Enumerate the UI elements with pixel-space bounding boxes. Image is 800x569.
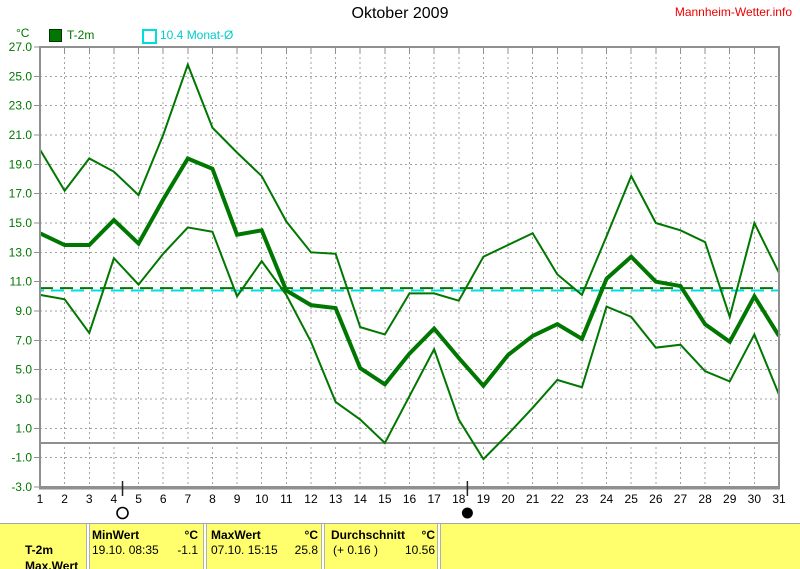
page-title: Oktober 2009 [351, 5, 449, 22]
table-separator [321, 524, 325, 569]
svg-text:6: 6 [160, 492, 167, 506]
tmax-line [39, 61, 780, 336]
next-row-label-clipped: Max.Wert [25, 559, 79, 569]
svg-text:9.0: 9.0 [15, 304, 32, 318]
tavg-line [39, 155, 781, 389]
svg-text:28: 28 [698, 492, 712, 506]
svg-text:30: 30 [748, 492, 762, 506]
svg-text:10: 10 [255, 492, 269, 506]
svg-text:-1.0: -1.0 [11, 451, 32, 465]
axis-ticks [34, 46, 780, 488]
table-separator [86, 524, 90, 569]
durchschnitt-deviation: (+ 0.16 ) [333, 543, 379, 557]
y-axis-labels: 27.0 25.0 23.0 21.0 19.0 17.0 15.0 13.0 11.0 9.0 7… [9, 40, 33, 494]
svg-text:16: 16 [403, 492, 417, 506]
svg-text:20: 20 [501, 492, 515, 506]
svg-text:21.0: 21.0 [9, 128, 33, 142]
temperature-line-chart: 27.025.023.021.019.017.015.013.011.09.07… [9, 40, 786, 520]
durchschnitt-value: 10.56 [404, 543, 435, 557]
y-axis-unit-label: °C [16, 26, 30, 40]
minwert-datetime: 19.10. 08:35 [92, 543, 159, 557]
svg-text:11.0: 11.0 [10, 275, 33, 289]
svg-text:15: 15 [378, 492, 392, 506]
t2m-legend-swatch-icon [49, 29, 62, 42]
svg-text:3: 3 [86, 492, 93, 506]
svg-text:23.0: 23.0 [9, 99, 33, 113]
maxwert-value: 25.8 [294, 543, 318, 557]
svg-text:5.0: 5.0 [15, 363, 32, 377]
svg-text:8: 8 [209, 492, 216, 506]
svg-text:25.0: 25.0 [9, 69, 33, 83]
svg-text:17.0: 17.0 [9, 187, 33, 201]
durchschnitt-unit: °C [421, 528, 435, 542]
svg-text:1: 1 [37, 492, 44, 506]
svg-text:31: 31 [772, 492, 786, 506]
new-moon-icon [461, 507, 473, 519]
monthly-average-legend-swatch-icon [142, 29, 157, 44]
maxwert-datetime: 07.10. 15:15 [211, 543, 278, 557]
svg-text:27.0: 27.0 [9, 40, 33, 54]
svg-text:23: 23 [575, 492, 589, 506]
svg-text:27: 27 [674, 492, 688, 506]
new-moon-marker [461, 481, 473, 519]
minwert-value: -1.1 [177, 543, 198, 557]
svg-text:12: 12 [304, 492, 318, 506]
svg-text:14: 14 [354, 492, 368, 506]
svg-text:26: 26 [649, 492, 663, 506]
svg-text:17: 17 [427, 492, 441, 506]
svg-text:4: 4 [111, 492, 118, 506]
svg-text:3.0: 3.0 [15, 392, 32, 406]
minwert-unit: °C [184, 528, 198, 542]
svg-text:15.0: 15.0 [9, 216, 33, 230]
gridlines [40, 47, 779, 487]
svg-text:25: 25 [625, 492, 639, 506]
svg-text:24: 24 [600, 492, 614, 506]
x-axis-labels: 1 2 3 4 5 6 7 8 9 10 11 12 13 14 15 16 17 18 19 20 21 22 23 24 2… [37, 492, 786, 506]
maxwert-unit: °C [304, 528, 318, 542]
svg-text:5: 5 [135, 492, 142, 506]
maxwert-header: MaxWert [211, 528, 261, 542]
svg-text:-3.0: -3.0 [11, 480, 32, 494]
svg-text:7: 7 [184, 492, 191, 506]
svg-text:21: 21 [526, 492, 540, 506]
svg-text:1.0: 1.0 [15, 421, 32, 435]
svg-text:29: 29 [723, 492, 737, 506]
full-moon-icon [116, 506, 129, 520]
full-moon-marker [116, 481, 129, 520]
brand-link[interactable]: Mannheim-Wetter.info [674, 5, 792, 19]
summary-table: MinWert °C MaxWert °C Durchschnitt °C T-… [0, 523, 800, 569]
svg-text:11: 11 [280, 492, 293, 506]
minwert-header: MinWert [92, 528, 140, 542]
sensor-row-label: T-2m [25, 543, 54, 557]
svg-text:13: 13 [329, 492, 343, 506]
svg-text:7.0: 7.0 [15, 333, 32, 347]
svg-text:13.0: 13.0 [9, 245, 33, 259]
svg-text:2: 2 [61, 492, 68, 506]
svg-text:19.0: 19.0 [9, 157, 33, 171]
table-separator [203, 524, 207, 569]
monthly-average-legend-label: 10.4 Monat-Ø [160, 28, 234, 42]
t2m-legend-label: T-2m [67, 28, 95, 42]
svg-text:18: 18 [452, 492, 466, 506]
table-separator [437, 524, 441, 569]
durchschnitt-header: Durchschnitt [331, 528, 406, 542]
tmin-line [39, 226, 780, 461]
svg-text:9: 9 [234, 492, 241, 506]
svg-text:19: 19 [477, 492, 491, 506]
svg-text:22: 22 [551, 492, 565, 506]
